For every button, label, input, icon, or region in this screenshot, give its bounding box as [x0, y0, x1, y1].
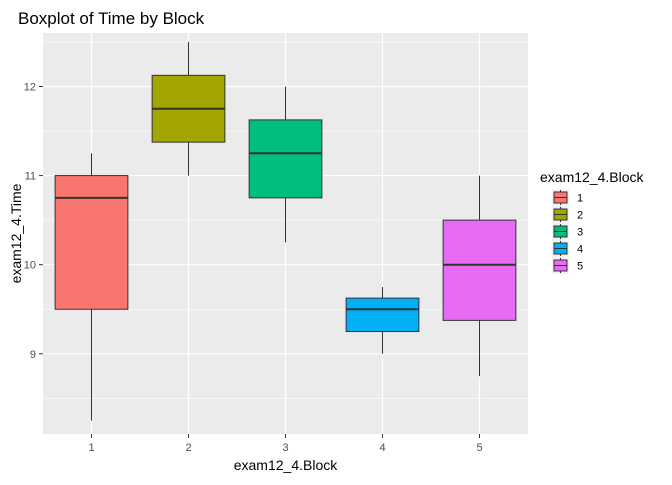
legend-label: 1 — [577, 193, 583, 205]
x-tick-label: 4 — [379, 442, 385, 454]
y-tick-label: 12 — [24, 81, 36, 93]
box-group-1 — [54, 153, 129, 421]
x-tick-label: 2 — [185, 442, 191, 454]
legend-item-4: 4 — [552, 240, 583, 257]
x-axis-title: exam12_4.Block — [234, 457, 339, 473]
box-4 — [345, 297, 420, 333]
y-axis-title: exam12_4.Time — [8, 183, 24, 283]
legend-label: 5 — [577, 261, 583, 273]
x-tick-label: 3 — [282, 442, 288, 454]
box-3 — [248, 119, 323, 199]
box-1 — [54, 175, 129, 310]
legend-label: 4 — [577, 244, 583, 256]
x-tick-label: 1 — [88, 442, 94, 454]
y-tick-label: 10 — [24, 260, 36, 272]
box-layer — [54, 41, 517, 421]
x-tick-label: 5 — [476, 442, 482, 454]
legend-item-2: 2 — [552, 206, 583, 223]
legend-item-5: 5 — [552, 257, 583, 274]
chart-title: Boxplot of Time by Block — [18, 9, 205, 28]
legend-item-3: 3 — [552, 223, 583, 240]
box-group-3 — [248, 86, 323, 243]
y-tick-label: 11 — [25, 171, 36, 183]
y-tick-label: 9 — [30, 349, 36, 361]
legend-label: 3 — [577, 227, 583, 239]
legend-label: 2 — [577, 210, 583, 222]
box-5 — [442, 219, 517, 321]
box-group-5 — [442, 175, 517, 377]
box-group-4 — [345, 286, 420, 354]
legend-title: exam12_4.Block — [540, 169, 645, 185]
box-group-2 — [151, 41, 226, 176]
legend: exam12_4.Block 1 2 3 4 5 — [540, 169, 645, 274]
legend-item-1: 1 — [552, 189, 583, 206]
